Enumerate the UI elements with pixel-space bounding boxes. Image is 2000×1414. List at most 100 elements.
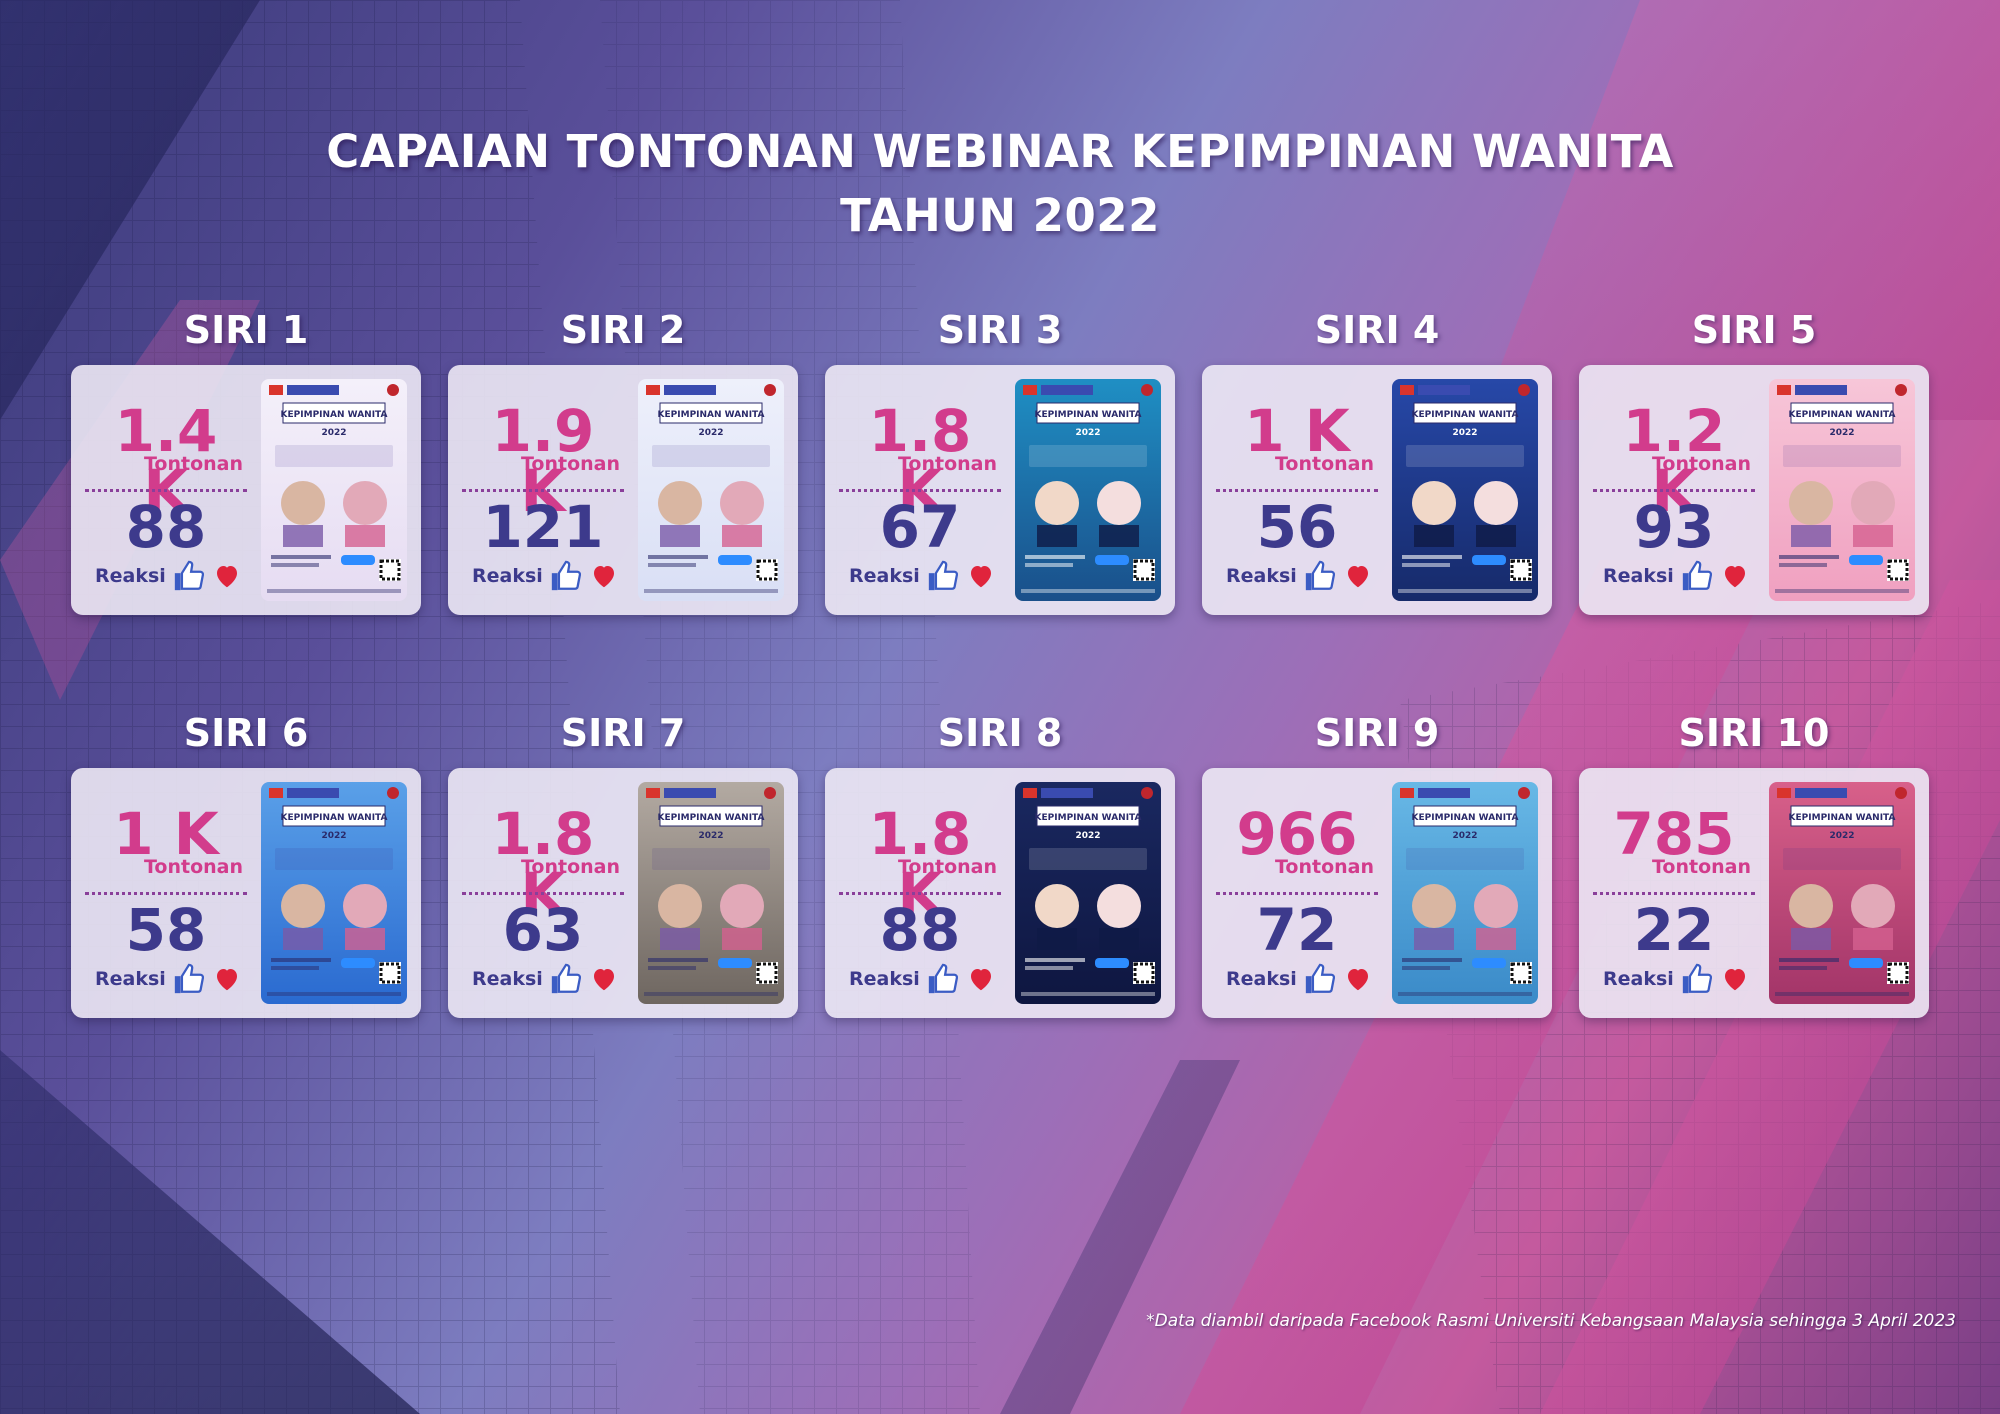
svg-text:KEPIMPINAN WANITA: KEPIMPINAN WANITA bbox=[1035, 813, 1142, 823]
views-label: Tontonan bbox=[1651, 856, 1751, 878]
series-stats: 966 Tontonan 72 Reaksi bbox=[1216, 782, 1378, 1004]
views-label: Tontonan bbox=[897, 856, 997, 878]
webinar-poster-image: KEPIMPINAN WANITA 2022 bbox=[1015, 379, 1161, 601]
views-count: 785 bbox=[1613, 800, 1735, 868]
reactions-label: Reaksi bbox=[849, 565, 920, 587]
reactions-count: 72 bbox=[1256, 896, 1338, 964]
heart-icon bbox=[1720, 561, 1750, 591]
series-label: SIRI 10 bbox=[1678, 711, 1830, 755]
heart-icon bbox=[1720, 964, 1750, 994]
reactions-row: Reaksi bbox=[849, 962, 996, 996]
series-stats: 1 K Tontonan 58 Reaksi bbox=[85, 782, 247, 1004]
views-label: Tontonan bbox=[143, 856, 243, 878]
views-count: 1 K bbox=[1244, 397, 1350, 465]
series-label: SIRI 7 bbox=[560, 711, 686, 755]
series-label: SIRI 1 bbox=[183, 308, 309, 352]
dotted-divider bbox=[462, 489, 624, 492]
like-icon bbox=[926, 559, 960, 593]
dotted-divider bbox=[85, 489, 247, 492]
reactions-count: 121 bbox=[482, 493, 604, 561]
series-stats: 1.8 K Tontonan 63 Reaksi bbox=[462, 782, 624, 1004]
reactions-row: Reaksi bbox=[1226, 559, 1373, 593]
views-label: Tontonan bbox=[520, 453, 620, 475]
svg-text:2022: 2022 bbox=[1075, 428, 1100, 438]
reactions-row: Reaksi bbox=[1226, 962, 1373, 996]
reactions-label: Reaksi bbox=[1603, 565, 1674, 587]
webinar-poster-image: KEPIMPINAN WANITA 2022 bbox=[638, 782, 784, 1004]
reactions-row: Reaksi bbox=[849, 559, 996, 593]
dotted-divider bbox=[1216, 489, 1378, 492]
series-block: SIRI 3 1.8 K Tontonan 67 Reaksi KEPIMPIN… bbox=[825, 305, 1175, 615]
reactions-count: 56 bbox=[1256, 493, 1338, 561]
svg-text:KEPIMPINAN WANITA: KEPIMPINAN WANITA bbox=[1035, 410, 1142, 420]
series-block: SIRI 2 1.9 K Tontonan 121 Reaksi KEPIMPI… bbox=[448, 305, 798, 615]
page-title: CAPAIAN TONTONAN WEBINAR KEPIMPINAN WANI… bbox=[0, 120, 2000, 248]
svg-text:KEPIMPINAN WANITA: KEPIMPINAN WANITA bbox=[658, 813, 765, 823]
webinar-poster-image: KEPIMPINAN WANITA 2022 bbox=[1392, 379, 1538, 601]
svg-text:2022: 2022 bbox=[1452, 428, 1477, 438]
reactions-row: Reaksi bbox=[1603, 559, 1750, 593]
series-card: 1.2 K Tontonan 93 Reaksi KEPIMPINAN WANI… bbox=[1579, 365, 1929, 615]
like-icon bbox=[1680, 559, 1714, 593]
series-card: 1 K Tontonan 58 Reaksi KEPIMPINAN WANITA… bbox=[71, 768, 421, 1018]
like-icon bbox=[172, 962, 206, 996]
series-stats: 1.4 K Tontonan 88 Reaksi bbox=[85, 379, 247, 601]
series-stats: 1.8 K Tontonan 67 Reaksi bbox=[839, 379, 1001, 601]
like-icon bbox=[1303, 559, 1337, 593]
reactions-label: Reaksi bbox=[1226, 565, 1297, 587]
svg-text:2022: 2022 bbox=[698, 831, 723, 841]
reactions-label: Reaksi bbox=[1603, 968, 1674, 990]
webinar-poster-image: KEPIMPINAN WANITA 2022 bbox=[1392, 782, 1538, 1004]
heart-icon bbox=[212, 561, 242, 591]
reactions-label: Reaksi bbox=[95, 565, 166, 587]
series-label: SIRI 6 bbox=[183, 711, 309, 755]
views-label: Tontonan bbox=[1274, 453, 1374, 475]
svg-text:2022: 2022 bbox=[698, 428, 723, 438]
reactions-count: 22 bbox=[1633, 896, 1715, 964]
svg-text:KEPIMPINAN WANITA: KEPIMPINAN WANITA bbox=[1789, 410, 1896, 420]
reactions-count: 88 bbox=[125, 493, 207, 561]
views-count: 1.8 K bbox=[491, 800, 595, 928]
heart-icon bbox=[589, 964, 619, 994]
dotted-divider bbox=[839, 892, 1001, 895]
series-card: 1.8 K Tontonan 88 Reaksi KEPIMPINAN WANI… bbox=[825, 768, 1175, 1018]
series-card: 1.9 K Tontonan 121 Reaksi KEPIMPINAN WAN… bbox=[448, 365, 798, 615]
svg-text:KEPIMPINAN WANITA: KEPIMPINAN WANITA bbox=[658, 410, 765, 420]
reactions-label: Reaksi bbox=[472, 565, 543, 587]
webinar-poster-image: KEPIMPINAN WANITA 2022 bbox=[1769, 782, 1915, 1004]
like-icon bbox=[926, 962, 960, 996]
series-card: 785 Tontonan 22 Reaksi KEPIMPINAN WANITA… bbox=[1579, 768, 1929, 1018]
series-stats: 1.9 K Tontonan 121 Reaksi bbox=[462, 379, 624, 601]
dotted-divider bbox=[1593, 489, 1755, 492]
svg-text:2022: 2022 bbox=[1829, 831, 1854, 841]
svg-text:KEPIMPINAN WANITA: KEPIMPINAN WANITA bbox=[1789, 813, 1896, 823]
reactions-label: Reaksi bbox=[95, 968, 166, 990]
views-label: Tontonan bbox=[897, 453, 997, 475]
svg-text:KEPIMPINAN WANITA: KEPIMPINAN WANITA bbox=[1412, 813, 1519, 823]
svg-text:KEPIMPINAN WANITA: KEPIMPINAN WANITA bbox=[281, 813, 388, 823]
views-label: Tontonan bbox=[1274, 856, 1374, 878]
webinar-poster-image: KEPIMPINAN WANITA 2022 bbox=[261, 379, 407, 601]
series-block: SIRI 5 1.2 K Tontonan 93 Reaksi KEPIMPIN… bbox=[1579, 305, 1929, 615]
series-card: 1.4 K Tontonan 88 Reaksi KEPIMPINAN WANI… bbox=[71, 365, 421, 615]
heart-icon bbox=[589, 561, 619, 591]
reactions-label: Reaksi bbox=[849, 968, 920, 990]
views-label: Tontonan bbox=[143, 453, 243, 475]
like-icon bbox=[549, 559, 583, 593]
reactions-count: 67 bbox=[879, 493, 961, 561]
like-icon bbox=[549, 962, 583, 996]
reactions-label: Reaksi bbox=[1226, 968, 1297, 990]
heart-icon bbox=[1343, 561, 1373, 591]
reactions-label: Reaksi bbox=[472, 968, 543, 990]
series-label: SIRI 9 bbox=[1314, 711, 1440, 755]
heart-icon bbox=[1343, 964, 1373, 994]
dotted-divider bbox=[462, 892, 624, 895]
dotted-divider bbox=[85, 892, 247, 895]
views-label: Tontonan bbox=[520, 856, 620, 878]
reactions-count: 63 bbox=[502, 896, 584, 964]
webinar-poster-image: KEPIMPINAN WANITA 2022 bbox=[638, 379, 784, 601]
title-line-1: CAPAIAN TONTONAN WEBINAR KEPIMPINAN WANI… bbox=[326, 125, 1674, 178]
like-icon bbox=[172, 559, 206, 593]
svg-text:2022: 2022 bbox=[1452, 831, 1477, 841]
